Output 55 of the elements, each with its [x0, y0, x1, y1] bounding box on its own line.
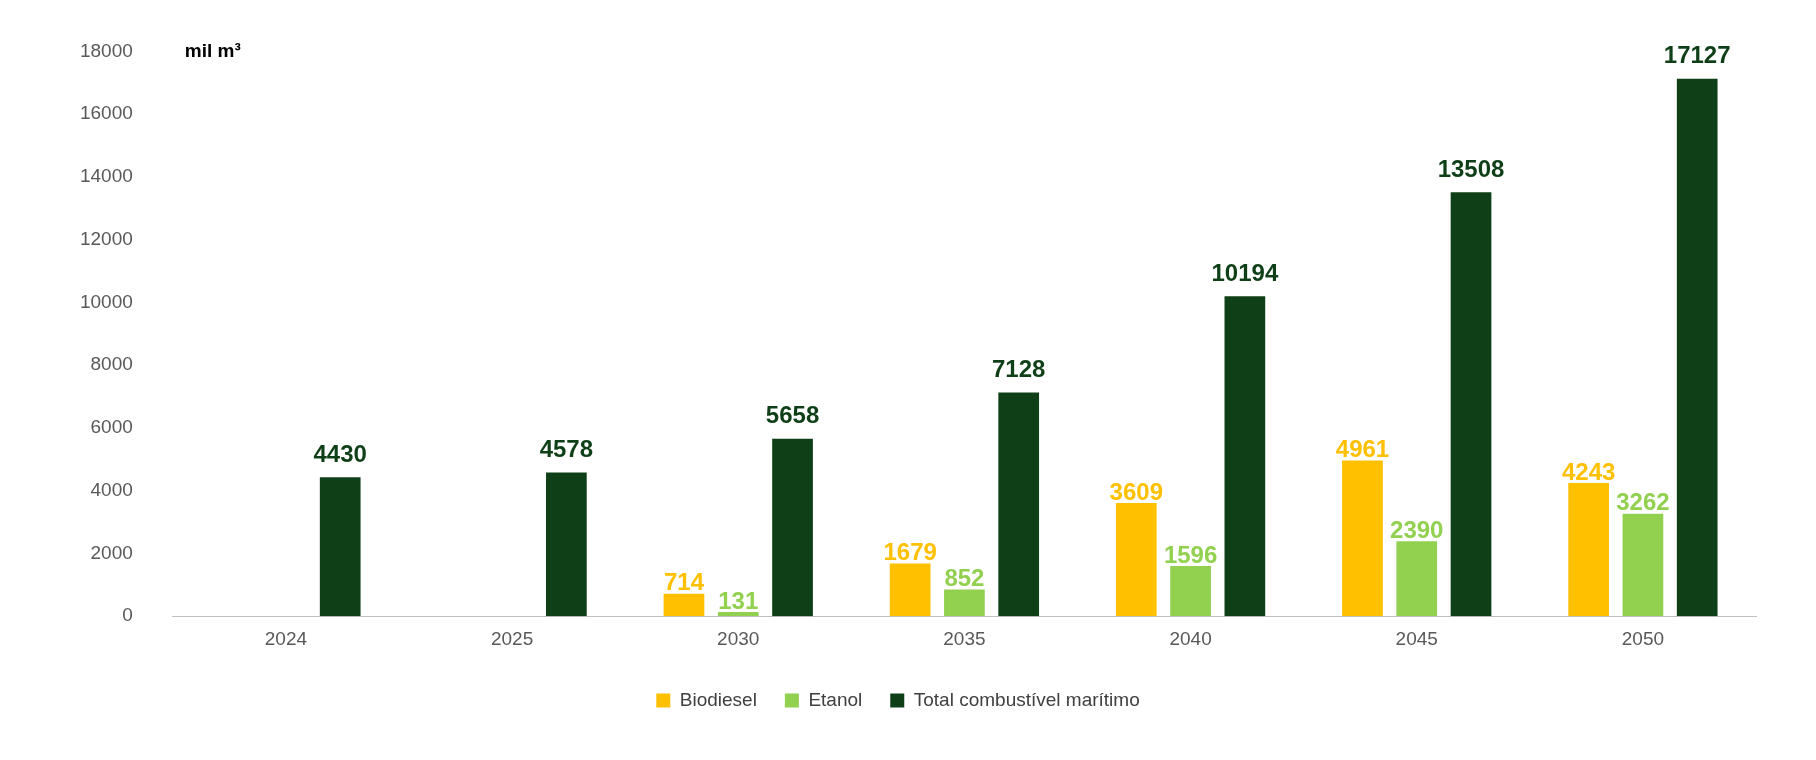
- y-tick-label: 16000: [79, 102, 133, 124]
- bar: [1170, 566, 1211, 617]
- data-label: 4961: [1335, 435, 1390, 463]
- data-label: 852: [944, 564, 985, 592]
- bar: [1676, 78, 1718, 617]
- x-tick-label: 2030: [717, 627, 760, 649]
- bar: [998, 392, 1040, 617]
- legend-label: Total combustível marítimo: [913, 688, 1140, 710]
- x-tick-label: 2025: [490, 627, 534, 649]
- y-tick-label: 2000: [90, 541, 133, 563]
- y-tick-label: 0: [122, 604, 133, 626]
- legend-label: Etanol: [808, 688, 863, 710]
- y-tick-label: 12000: [79, 227, 133, 249]
- y-tick-label: 10000: [79, 290, 133, 312]
- bar: [889, 563, 931, 617]
- x-tick-label: 2040: [1169, 627, 1212, 649]
- data-label: 3609: [1109, 477, 1163, 505]
- bar: [1115, 502, 1157, 617]
- y-tick-label: 14000: [79, 165, 133, 187]
- data-label: 4578: [539, 435, 594, 463]
- y-tick-label: 6000: [90, 416, 133, 438]
- bar: [663, 593, 705, 617]
- x-tick-label: 2045: [1395, 627, 1438, 649]
- data-label: 5658: [765, 401, 820, 429]
- x-tick-label: 2035: [943, 627, 986, 649]
- data-label: 1679: [883, 538, 937, 566]
- bar: [1450, 192, 1492, 617]
- data-label: 10194: [1211, 258, 1279, 286]
- legend-label: Biodiesel: [679, 688, 757, 710]
- data-label: 3262: [1616, 488, 1670, 516]
- bar: [1622, 513, 1664, 617]
- bar: [1396, 541, 1438, 617]
- data-label: 131: [718, 586, 759, 614]
- bar: [717, 612, 759, 617]
- bar: [1342, 460, 1383, 617]
- data-label: 714: [663, 568, 705, 596]
- data-label: 7128: [992, 355, 1046, 383]
- bar: [1568, 483, 1609, 617]
- bar: [319, 477, 361, 617]
- data-label: 1596: [1163, 540, 1218, 568]
- y-tick-label: 8000: [90, 353, 133, 375]
- data-label: 4243: [1561, 457, 1616, 485]
- x-tick-label: 2050: [1621, 627, 1665, 649]
- y-tick-label: 4000: [90, 478, 133, 500]
- bar: [1224, 296, 1266, 617]
- bar: [944, 589, 985, 617]
- data-label: 17127: [1663, 41, 1731, 69]
- y-axis-title: mil m³: [184, 39, 241, 61]
- bar: [772, 438, 813, 617]
- y-tick-label: 18000: [79, 39, 133, 61]
- data-label: 13508: [1437, 154, 1505, 182]
- data-label: 4430: [313, 439, 367, 467]
- x-tick-label: 2024: [264, 627, 308, 649]
- data-label: 2390: [1390, 515, 1444, 543]
- bar: [546, 472, 587, 617]
